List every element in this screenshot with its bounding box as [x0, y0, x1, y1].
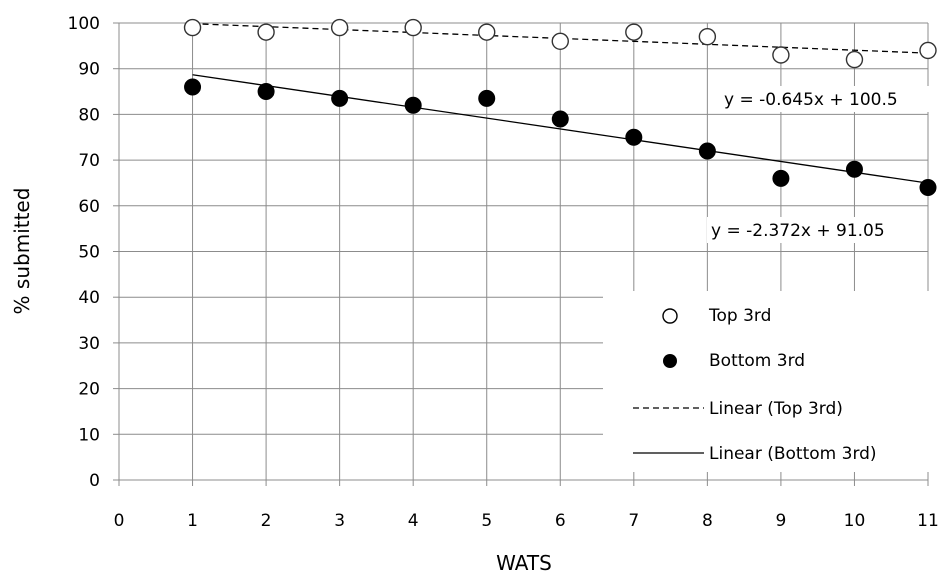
point-top-3rd-6: [551, 32, 569, 50]
y-tick-label-90: 90: [78, 60, 100, 80]
legend-label-bottom-3rd: Bottom 3rd: [709, 351, 805, 371]
axes: [113, 22, 929, 486]
data-points: [183, 18, 937, 197]
legend-marker-bottom-3rd: [663, 354, 677, 368]
x-tick-label-0: 0: [114, 511, 125, 531]
legend-background: [603, 86, 943, 472]
x-tick-label-8: 8: [702, 511, 713, 531]
x-tick-label-11: 11: [917, 511, 939, 531]
point-bottom-3rd-1: [184, 78, 202, 96]
trendline-top-3rd: [192, 23, 929, 54]
y-tick-label-50: 50: [78, 243, 100, 263]
point-bottom-3rd-10: [845, 160, 863, 178]
equation-top-3rd: y = -0.645x + 100.5: [724, 90, 898, 110]
point-bottom-3rd-5: [478, 89, 496, 107]
y-tick-label-30: 30: [78, 334, 100, 354]
x-tick-label-5: 5: [481, 511, 492, 531]
equation-bottom-3rd: y = -2.372x + 91.05: [711, 221, 885, 241]
point-bottom-3rd-4: [404, 96, 422, 114]
equation-bottom-3rd-box: [707, 217, 917, 243]
x-tick-label-2: 2: [261, 511, 272, 531]
x-tick-label-4: 4: [408, 511, 419, 531]
point-bottom-3rd-11: [919, 179, 937, 197]
equation-top-3rd-box: [720, 86, 935, 112]
x-tick-label-10: 10: [844, 511, 866, 531]
point-bottom-3rd-9: [772, 169, 790, 187]
point-bottom-3rd-2: [257, 83, 275, 101]
legend-label-top-3rd: Top 3rd: [708, 306, 771, 326]
y-tick-label-10: 10: [78, 425, 100, 445]
y-tick-label-70: 70: [78, 151, 100, 171]
point-bottom-3rd-3: [331, 89, 349, 107]
x-axis-title: WATS: [496, 551, 552, 575]
x-tick-label-1: 1: [187, 511, 198, 531]
trendline-bottom-3rd: [192, 74, 929, 184]
point-top-3rd-7: [625, 23, 643, 41]
point-bottom-3rd-6: [551, 110, 569, 128]
legend-box: [603, 291, 943, 472]
point-top-3rd-10: [845, 50, 864, 69]
point-top-3rd-8: [698, 28, 717, 46]
point-top-3rd-1: [183, 18, 202, 37]
legend-marker-top-3rd: [662, 308, 678, 324]
y-tick-label-60: 60: [78, 197, 100, 217]
point-top-3rd-5: [478, 23, 496, 41]
legend-label-linear-bottom-3rd: Linear (Bottom 3rd): [709, 444, 877, 464]
y-tick-label-80: 80: [78, 105, 100, 125]
point-top-3rd-11: [919, 41, 937, 60]
y-tick-label-40: 40: [78, 288, 100, 308]
legend-label-linear-top-3rd: Linear (Top 3rd): [709, 399, 843, 419]
trendlines: [192, 23, 929, 184]
point-bottom-3rd-7: [625, 128, 643, 146]
x-tick-label-9: 9: [775, 511, 786, 531]
x-tick-label-3: 3: [334, 511, 345, 531]
x-tick-label-6: 6: [555, 511, 566, 531]
point-top-3rd-2: [257, 23, 275, 41]
y-tick-label-100: 100: [68, 14, 100, 34]
y-tick-label-20: 20: [78, 380, 100, 400]
x-tick-label-7: 7: [628, 511, 639, 531]
y-tick-label-0: 0: [89, 471, 100, 491]
y-axis-title: % submitted: [10, 188, 34, 315]
point-bottom-3rd-8: [698, 142, 716, 160]
point-top-3rd-3: [330, 18, 349, 37]
legend: Top 3rd Bottom 3rd Linear (Top 3rd) Line…: [633, 306, 877, 464]
point-top-3rd-4: [404, 18, 422, 37]
point-top-3rd-9: [772, 46, 790, 64]
tick-labels: 0 10 20 30 40 50 60 70 80 90 100 0 1 2 3 4 5 6 7 8 9 10 11: [68, 14, 939, 531]
